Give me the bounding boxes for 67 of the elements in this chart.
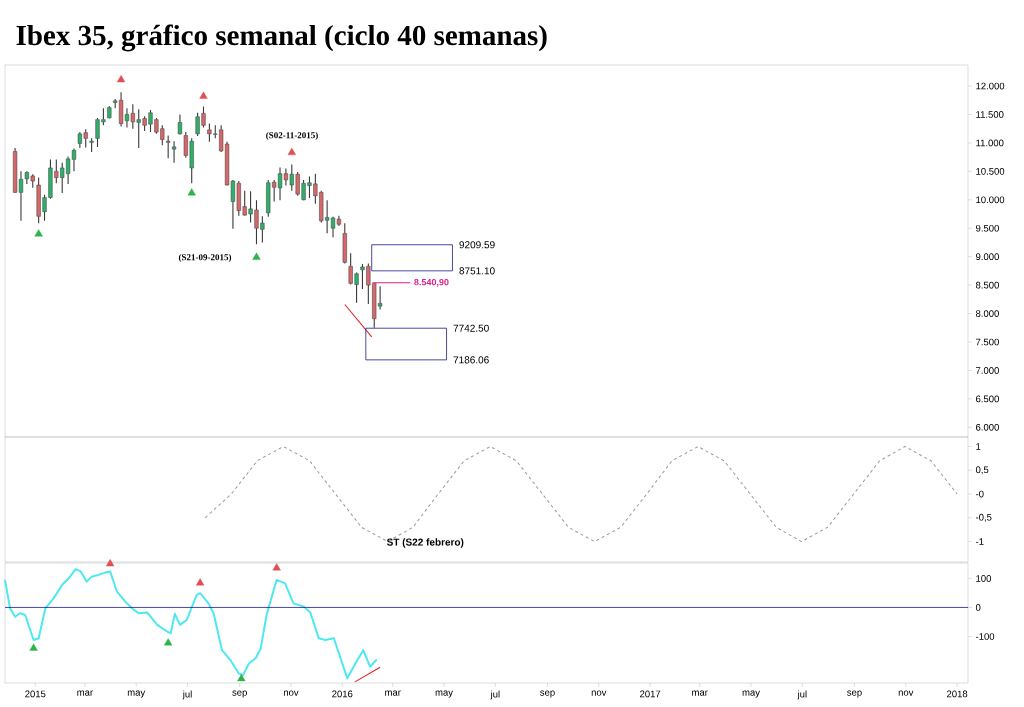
y-tick-label: 9.500 [975, 224, 999, 232]
y-tick-label: 1 [976, 443, 981, 450]
point [252, 252, 261, 260]
x-tick-label: jul [490, 690, 500, 700]
point [287, 147, 296, 156]
x-tick-label: 2016 [332, 690, 353, 698]
x-tick-label: sep [847, 690, 862, 698]
point [116, 75, 126, 83]
x-tick-label: may [742, 690, 760, 698]
x-tick-label: mar [692, 690, 708, 696]
series-label: 8.540,90 [414, 278, 449, 287]
point [272, 563, 281, 571]
candlestick [177, 113, 183, 135]
point [187, 188, 196, 196]
annotation: 9209.59 [459, 241, 495, 249]
point [106, 559, 115, 567]
x-tick-label: nov [898, 690, 914, 696]
point [29, 643, 38, 651]
annotation: 8751.10 [459, 267, 495, 275]
chart-title: Ibex 35, gráfico semanal (ciclo 40 semanas) [16, 24, 547, 52]
candlestick [171, 140, 177, 164]
y-tick-label: 11.000 [976, 139, 1004, 147]
y-tick-label: 10.000 [976, 196, 1005, 204]
y-tick-label: 10.500 [976, 168, 1005, 175]
y-tick-label: 0 [975, 604, 981, 611]
x-tick-label: 2018 [946, 690, 968, 698]
candlestick [166, 134, 171, 159]
y-tick-label: 6.500 [976, 395, 999, 403]
line-series [4, 568, 378, 680]
annotation: (S21-09-2015) [178, 253, 232, 263]
y-tick-label: -0 [975, 490, 984, 498]
candlestick [342, 222, 347, 263]
y-tick-label: 11.500 [976, 111, 1004, 118]
x-tick-label: jul [797, 690, 807, 700]
x-tick-label: sep [540, 690, 555, 698]
y-tick-label: -100 [975, 633, 995, 640]
annotation: (S02-11-2015) [266, 131, 318, 141]
point [164, 638, 173, 646]
x-tick-label: 2017 [640, 690, 661, 698]
annotation: 7742.50 [453, 324, 489, 332]
y-tick-label: 0,5 [975, 466, 989, 475]
y-tick-label: 8.500 [975, 281, 999, 289]
x-tick-label: jul [182, 690, 192, 700]
point [34, 229, 43, 237]
point [237, 673, 246, 682]
y-tick-label: 7.000 [976, 367, 999, 374]
candlestick [89, 137, 94, 153]
x-tick-label: may [435, 690, 453, 698]
annotation: ST (S22 febrero) [386, 538, 464, 548]
point [196, 578, 205, 586]
y-tick-label: 100 [976, 575, 992, 582]
x-tick-label: 2015 [25, 690, 46, 698]
x-tick-label: nov [591, 690, 607, 696]
y-tick-label: 12.000 [976, 82, 1005, 90]
x-tick-label: may [127, 690, 146, 698]
y-tick-label: 8.000 [975, 310, 999, 317]
point [199, 91, 208, 99]
y-tick-label: 9.000 [975, 253, 999, 261]
y-tick-label: 7.500 [976, 338, 999, 346]
x-tick-label: mar [385, 690, 401, 696]
annotation: 7186.06 [453, 356, 489, 364]
y-tick-label: -1 [975, 538, 984, 545]
x-tick-label: nov [283, 690, 299, 696]
x-tick-label: sep [232, 690, 247, 698]
y-tick-label: 6.000 [976, 423, 999, 431]
x-tick-label: mar [77, 690, 93, 696]
y-tick-label: -0,5 [975, 513, 992, 522]
